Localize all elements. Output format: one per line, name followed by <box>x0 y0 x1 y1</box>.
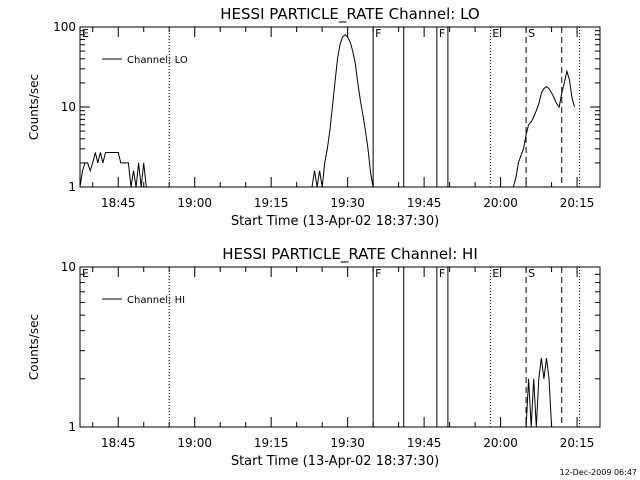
annotation-label: E <box>82 27 89 40</box>
x-tick-label: 19:30 <box>330 196 365 210</box>
legend-label: Channel: LO <box>127 55 188 66</box>
footer-timestamp: 12-Dec-2009 06:47 <box>560 468 637 477</box>
chart-title: HESSI PARTICLE_RATE Channel: HI <box>222 245 478 264</box>
annotation-label: S <box>528 27 535 40</box>
y-axis-label: Counts/sec <box>27 74 41 140</box>
x-tick-label: 18:45 <box>101 436 136 450</box>
x-tick-label: 19:45 <box>407 196 442 210</box>
y-tick-label: 100 <box>53 20 76 34</box>
x-tick-label: 19:00 <box>177 196 212 210</box>
annotation-label: E <box>82 267 89 280</box>
panel-lo: HESSI PARTICLE_RATE Channel: LO Counts/se… <box>27 5 601 229</box>
annotation-label: F <box>375 27 381 40</box>
annotation-label: E <box>492 27 499 40</box>
x-tick-label: 18:45 <box>101 196 136 210</box>
x-tick-label: 20:15 <box>560 436 595 450</box>
x-tick-label: 20:00 <box>483 196 518 210</box>
x-tick-label: 20:15 <box>560 196 595 210</box>
x-tick-label: 19:45 <box>407 436 442 450</box>
x-tick-label: 19:15 <box>254 436 289 450</box>
x-tick-label: 19:15 <box>254 196 289 210</box>
plot-frame <box>79 266 601 428</box>
series-line <box>525 357 553 428</box>
annotation-label: E <box>492 267 499 280</box>
annotation-label: F <box>439 27 445 40</box>
x-axis-label: Start Time (13-Apr-02 18:37:30) <box>231 214 439 229</box>
panel-hi: HESSI PARTICLE_RATE Channel: HI Counts/se… <box>27 245 601 469</box>
y-tick-label: 1 <box>68 420 76 434</box>
annotation-label: F <box>439 267 445 280</box>
x-tick-label: 19:00 <box>177 436 212 450</box>
x-tick-label: 20:00 <box>483 436 518 450</box>
x-axis-label: Start Time (13-Apr-02 18:37:30) <box>231 454 439 469</box>
chart-title: HESSI PARTICLE_RATE Channel: LO <box>220 5 479 24</box>
series-line <box>79 152 147 188</box>
x-tick-label: 19:30 <box>330 436 365 450</box>
series-line <box>512 69 575 188</box>
y-axis-label: Counts/sec <box>27 314 41 380</box>
y-tick-label: 1 <box>68 180 76 194</box>
y-tick-label: 10 <box>61 260 76 274</box>
annotation-label: F <box>375 267 381 280</box>
series-line <box>311 34 374 188</box>
annotation-label: S <box>528 267 535 280</box>
legend-label: Channel: HI <box>127 295 185 306</box>
plot-frame <box>79 26 601 188</box>
y-tick-label: 10 <box>61 100 76 114</box>
